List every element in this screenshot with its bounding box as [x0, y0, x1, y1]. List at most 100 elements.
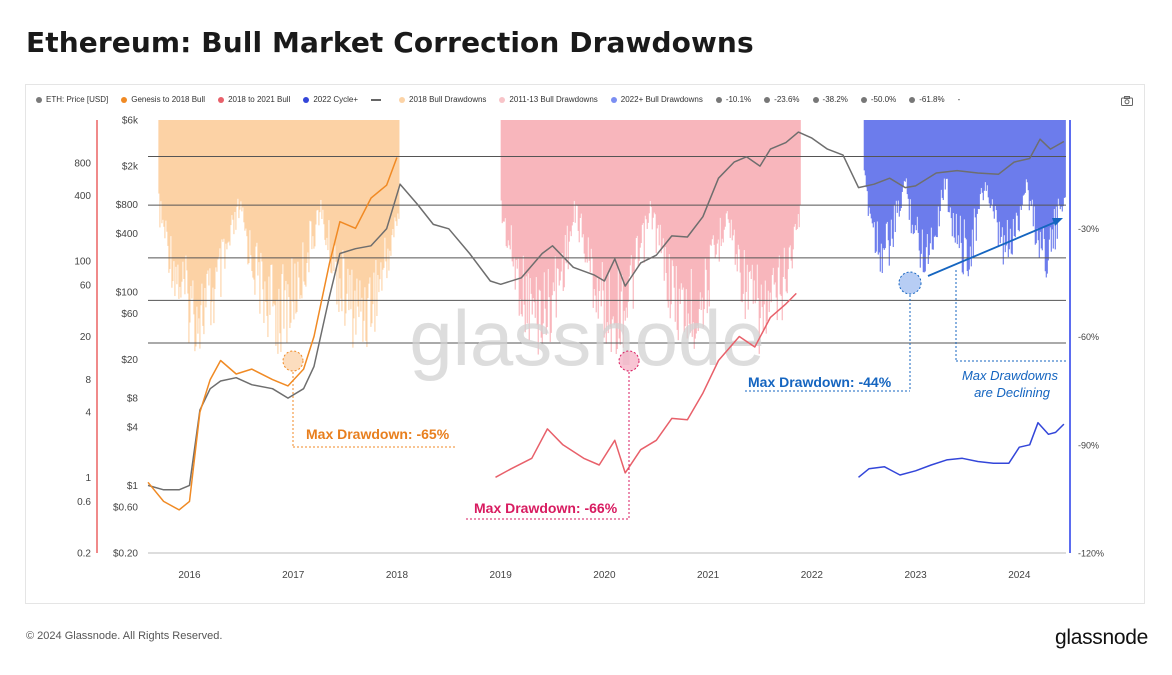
drawdown-bar [1009, 120, 1011, 229]
drawdown-bar [745, 120, 747, 292]
drawdown-bar [177, 120, 179, 265]
drawdown-bar [273, 120, 275, 304]
drawdown-bar [869, 120, 871, 214]
legend-label: 2018 to 2021 Bull [228, 95, 291, 104]
drawdown-bar [764, 120, 766, 281]
drawdown-bar [1033, 120, 1035, 207]
legend-item[interactable]: ETH: Price [USD] [36, 95, 108, 104]
camera-icon[interactable] [1121, 96, 1133, 106]
drawdown-bar [721, 120, 723, 239]
drawdown-bar [240, 120, 242, 202]
drawdown-bar [705, 120, 707, 270]
drawdown-bar [785, 120, 787, 292]
drawdown-bar [765, 120, 767, 334]
drawdown-bar [198, 120, 200, 319]
drawdown-bar [618, 120, 620, 339]
drawdown-bar [290, 120, 292, 323]
drawdown-bar [700, 120, 702, 310]
drawdown-bar [1031, 120, 1033, 200]
drawdown-bar [916, 120, 918, 217]
drawdown-bar [179, 120, 181, 287]
drawdown-bar [690, 120, 692, 269]
legend-swatch [36, 96, 42, 103]
pink-drawdown-label: Max Drawdown: -66% [474, 500, 618, 516]
drawdown-bar [1049, 120, 1051, 228]
drawdown-bar [867, 120, 869, 216]
drawdown-bar [395, 120, 397, 222]
drawdown-bar [727, 120, 729, 220]
drawdown-bar [890, 120, 892, 220]
blue-drawdown-label: Max Drawdown: -44% [748, 374, 892, 390]
drawdown-bar [670, 120, 672, 305]
legend-item[interactable]: -10.1% [715, 95, 751, 104]
drawdown-bar [274, 120, 276, 306]
legend-item[interactable]: Genesis to 2018 Bull [121, 95, 205, 104]
drawdown-bar [599, 120, 601, 278]
drawdown-bar [914, 120, 916, 226]
drawdown-bar [711, 120, 713, 240]
legend-item[interactable]: 2018 Bull Drawdowns [399, 95, 486, 104]
legend-item[interactable]: 2022 Cycle+ [303, 95, 358, 104]
drawdown-bar [798, 120, 800, 228]
drawdown-bar [771, 120, 773, 276]
drawdown-bar [606, 120, 608, 323]
trend-arrow [927, 220, 1059, 277]
drawdown-bar [778, 120, 780, 256]
drawdown-bar [315, 120, 317, 225]
drawdown-bar [672, 120, 674, 267]
drawdown-bar [390, 120, 392, 256]
legend-item[interactable]: 2018 to 2021 Bull [218, 95, 290, 104]
drawdown-bar [658, 120, 660, 246]
drawdown-bar [262, 120, 264, 290]
drawdown-bar [1022, 120, 1024, 196]
drawdown-bar [990, 120, 992, 206]
drawdown-bar [977, 120, 979, 209]
drawdown-bar [774, 120, 776, 283]
drawdown-bar [701, 120, 703, 298]
drawdown-bar [170, 120, 172, 237]
drawdown-bar [743, 120, 745, 251]
drawdown-bar [197, 120, 199, 334]
legend-item[interactable]: -38.2% [812, 95, 848, 104]
drawdown-bar [924, 120, 926, 272]
drawdown-bar [939, 120, 941, 212]
legend-swatch [610, 96, 617, 103]
drawdown-bar [995, 120, 997, 211]
legend-item[interactable]: 2022+ Bull Drawdowns [610, 95, 703, 104]
legend-item[interactable] [371, 95, 386, 104]
drawdown-bar [953, 120, 955, 238]
drawdown-bar [724, 120, 726, 227]
drawdown-bar [309, 120, 311, 221]
drawdown-bar [517, 120, 519, 259]
drawdown-bar [291, 120, 293, 259]
drawdown-bar [386, 120, 388, 279]
legend-item[interactable]: 2011-13 Bull Drawdowns [499, 95, 598, 104]
drawdown-bar [766, 120, 768, 321]
y-price-tick-label: $20 [121, 355, 138, 366]
drawdown-bar [595, 120, 597, 313]
drawdown-bar [376, 120, 378, 316]
drawdown-bar [323, 120, 325, 225]
drawdown-bar [607, 120, 609, 334]
legend-item[interactable]: - [958, 95, 961, 104]
drawdown-bar [167, 120, 169, 246]
legend-item[interactable]: -61.8% [909, 95, 945, 104]
drawdown-bar [565, 120, 567, 264]
legend-item[interactable]: -50.0% [860, 95, 896, 104]
legend-item[interactable]: -23.6% [764, 95, 800, 104]
y-norm-tick-label: 60 [80, 280, 92, 291]
drawdown-bar [669, 120, 671, 319]
x-tick-label: 2021 [697, 570, 720, 581]
drawdown-bar [628, 120, 630, 277]
drawdown-bar [775, 120, 777, 298]
drawdown-bar [904, 120, 906, 182]
drawdown-bar [543, 120, 545, 273]
drawdown-bar [221, 120, 223, 240]
drawdown-bar [999, 120, 1001, 244]
drawdown-bar [217, 120, 219, 260]
drawdown-bar [308, 120, 310, 273]
legend-label: -23.6% [774, 95, 800, 104]
drawdown-bar [697, 120, 699, 331]
copyright-footer: © 2024 Glassnode. All Rights Reserved. [26, 630, 223, 642]
drawdown-bar [663, 120, 665, 281]
